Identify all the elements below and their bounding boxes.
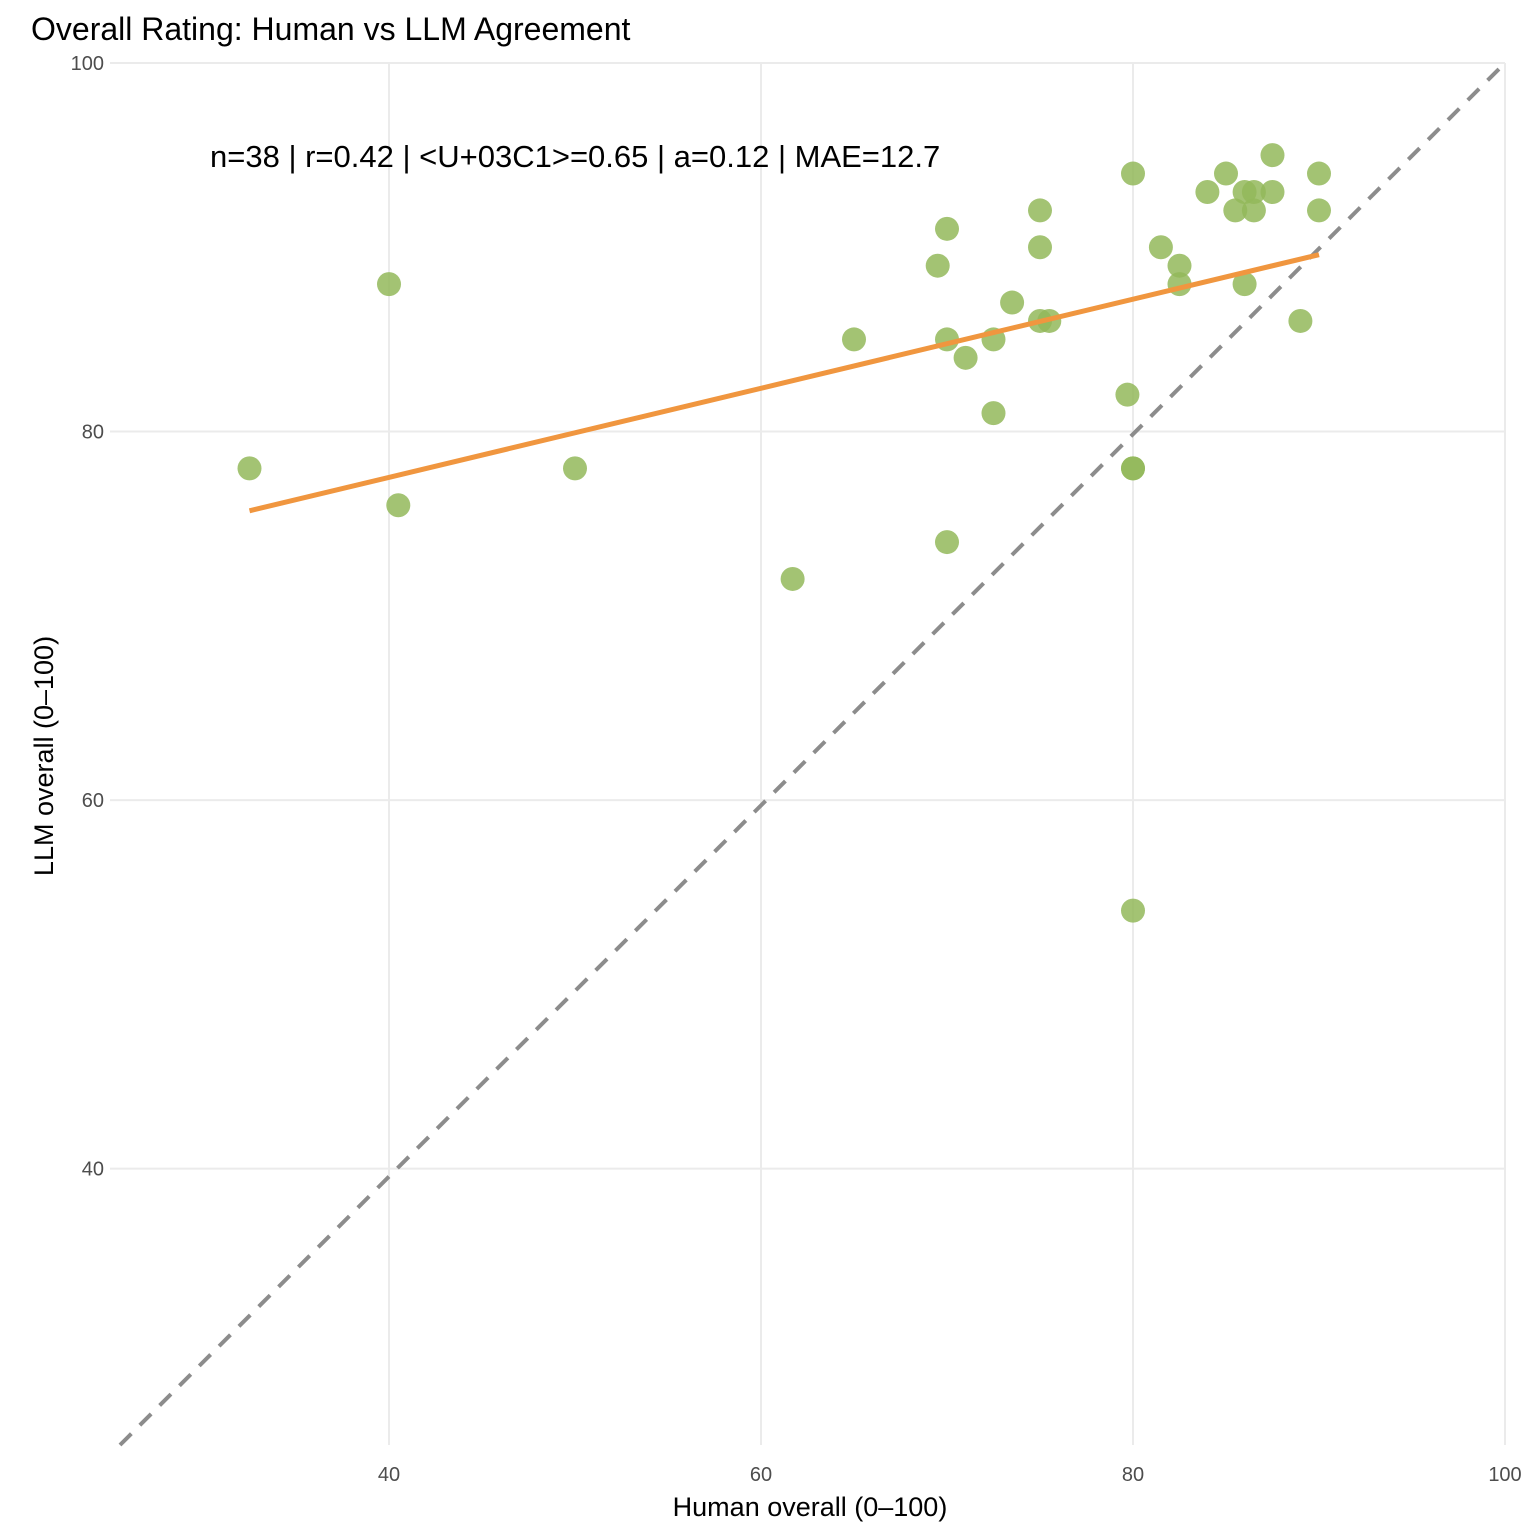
identity-line xyxy=(118,61,1507,1447)
data-point xyxy=(1214,161,1238,186)
tick-labels: 40 60 80 100 40 60 80 100 xyxy=(71,53,1522,1486)
data-point xyxy=(935,530,959,555)
data-point xyxy=(1115,382,1140,407)
data-point xyxy=(1121,898,1145,923)
y-tick-label: 60 xyxy=(82,790,104,812)
data-point xyxy=(1260,179,1285,204)
chart-title: Overall Rating: Human vs LLM Agreement xyxy=(31,11,630,47)
data-point xyxy=(377,272,401,297)
gridlines xyxy=(110,62,1506,1445)
y-axis-label: LLM overall (0–100) xyxy=(29,636,59,876)
data-point xyxy=(1148,235,1173,260)
data-point xyxy=(1195,179,1220,204)
data-point xyxy=(1307,161,1331,186)
data-point xyxy=(981,401,1006,426)
data-point xyxy=(386,493,411,518)
data-points xyxy=(237,143,1331,923)
data-point xyxy=(1288,308,1313,333)
y-tick-label: 100 xyxy=(71,53,104,75)
x-tick-label: 100 xyxy=(1488,1464,1521,1486)
data-point xyxy=(842,327,866,352)
data-point xyxy=(925,253,950,278)
data-point xyxy=(1241,179,1266,204)
data-point xyxy=(953,345,978,370)
data-point xyxy=(1307,198,1331,223)
x-axis-label: Human overall (0–100) xyxy=(673,1492,948,1522)
data-point xyxy=(1223,198,1248,223)
data-point xyxy=(780,566,805,591)
stats-annotation: n=38 | r=0.42 | <U+03C1>=0.65 | a=0.12 |… xyxy=(210,139,940,174)
data-point xyxy=(1167,253,1192,278)
data-point xyxy=(1121,161,1145,186)
y-tick-label: 40 xyxy=(82,1159,104,1181)
x-tick-label: 60 xyxy=(750,1464,772,1486)
x-tick-label: 80 xyxy=(1122,1464,1144,1486)
data-point xyxy=(1028,235,1052,260)
data-point xyxy=(1232,272,1257,297)
fit-line xyxy=(248,252,1320,514)
y-tick-label: 80 xyxy=(82,422,104,444)
data-point xyxy=(563,456,587,481)
data-point xyxy=(1000,290,1025,315)
data-point xyxy=(237,456,262,481)
x-tick-label: 40 xyxy=(378,1464,400,1486)
data-point xyxy=(935,216,959,241)
data-point xyxy=(1028,198,1052,223)
data-point xyxy=(1121,456,1145,481)
data-point xyxy=(1241,198,1266,223)
data-point xyxy=(1260,143,1285,168)
